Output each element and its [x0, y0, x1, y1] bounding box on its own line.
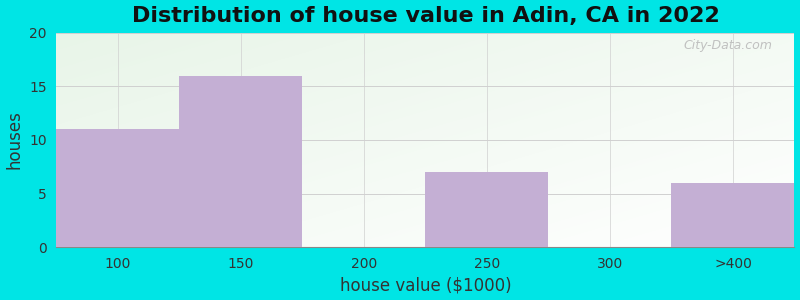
Bar: [57, 129, 179, 247]
Bar: [671, 183, 794, 247]
X-axis label: house value ($1000): house value ($1000): [340, 276, 511, 294]
Text: City-Data.com: City-Data.com: [683, 39, 772, 52]
Y-axis label: houses: houses: [6, 110, 23, 169]
Bar: [179, 76, 302, 247]
Title: Distribution of house value in Adin, CA in 2022: Distribution of house value in Adin, CA …: [131, 6, 719, 26]
Bar: [426, 172, 549, 247]
